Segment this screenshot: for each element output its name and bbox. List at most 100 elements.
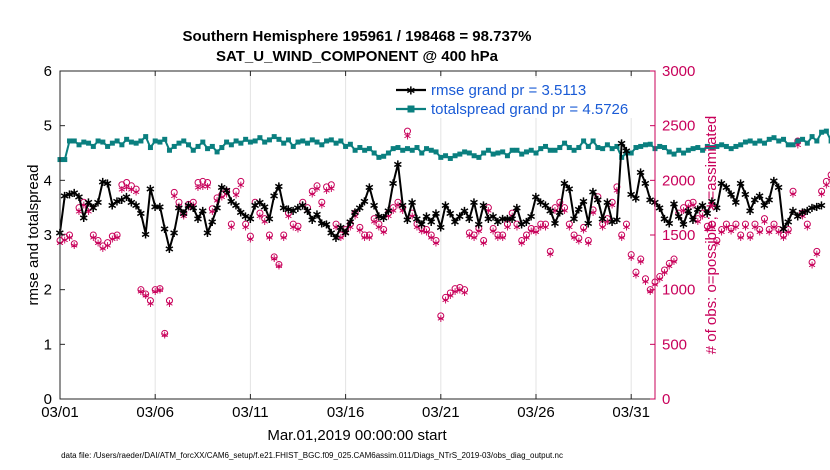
rmse-point: ∗ <box>531 190 542 205</box>
obs-possible-point <box>208 205 216 213</box>
rmse-point: ∗ <box>388 177 399 192</box>
obs-assimilated-point: ∗ <box>327 182 336 195</box>
totalspread-point <box>562 140 568 146</box>
obs-possible-point <box>270 253 278 261</box>
obs-possible-point <box>765 226 773 234</box>
totalspread-point <box>723 143 729 149</box>
obs-assimilated-point: ∗ <box>393 198 402 211</box>
obs-assimilated-point: ∗ <box>631 268 640 281</box>
rmse-point: ∗ <box>183 198 194 213</box>
obs-assimilated-point: ∗ <box>289 220 298 233</box>
totalspread-point <box>695 145 701 151</box>
totalspread-point <box>276 136 282 142</box>
rmse-point: ∗ <box>554 206 565 221</box>
rmse-point: ∗ <box>740 188 751 203</box>
rmse-point: ∗ <box>759 198 770 213</box>
rmse-point: ∗ <box>569 212 580 227</box>
totalspread-point <box>205 146 211 152</box>
rmse-point: ∗ <box>783 215 794 230</box>
obs-possible-point <box>104 239 112 247</box>
obs-assimilated-point: ∗ <box>417 225 426 238</box>
obs-assimilated-point: ∗ <box>336 231 345 244</box>
y-right-tick-label: 2500 <box>662 118 695 135</box>
totalspread-point <box>552 147 558 153</box>
obs-assimilated-point: ∗ <box>360 231 369 244</box>
totalspread-point <box>419 150 425 156</box>
totalspread-point <box>424 146 430 152</box>
chart-title-line1: Southern Hemisphere 195961 / 198468 = 98… <box>183 28 532 45</box>
rmse-point: ∗ <box>540 198 551 213</box>
rmse-point: ∗ <box>378 211 389 226</box>
rmse-point: ∗ <box>107 198 118 213</box>
rmse-point: ∗ <box>288 204 299 219</box>
rmse-point: ∗ <box>459 204 470 219</box>
obs-assimilated-point: ∗ <box>788 187 797 200</box>
totalspread-point <box>790 142 796 148</box>
y-right-tick-label: 1500 <box>662 227 695 244</box>
rmse-point: ∗ <box>797 206 808 221</box>
totalspread-point <box>428 147 434 153</box>
obs-assimilated-point: ∗ <box>351 209 360 222</box>
totalspread-point <box>352 147 358 153</box>
rmse-point: ∗ <box>240 209 251 224</box>
obs-assimilated-point: ∗ <box>103 239 112 252</box>
rmse-point: ∗ <box>307 213 318 228</box>
obs-assimilated-point: ∗ <box>241 220 250 233</box>
rmse-point: ∗ <box>354 201 365 216</box>
rmse-point: ∗ <box>93 196 104 211</box>
rmse-point: ∗ <box>393 157 404 172</box>
rmse-point: ∗ <box>416 218 427 233</box>
obs-possible-point <box>356 223 364 231</box>
totalspread-point <box>95 138 101 144</box>
totalspread-point <box>333 140 339 146</box>
obs-assimilated-point: ∗ <box>717 226 726 239</box>
totalspread-point <box>166 147 172 153</box>
totalspread-point <box>362 147 368 153</box>
legend-spread-label: totalspread grand pr = 4.5726 <box>431 101 628 118</box>
obs-assimilated-point: ∗ <box>122 181 131 194</box>
obs-assimilated-point: ∗ <box>436 312 445 325</box>
obs-possible-point <box>280 231 288 239</box>
obs-assimilated-point: ∗ <box>70 239 79 252</box>
obs-possible-point <box>437 312 445 320</box>
obs-assimilated-point: ∗ <box>227 220 236 233</box>
obs-assimilated-point: ∗ <box>741 220 750 233</box>
obs-possible-point <box>223 187 231 195</box>
rmse-point: ∗ <box>573 202 584 217</box>
obs-assimilated-point: ∗ <box>746 231 755 244</box>
totalspread-point <box>752 140 758 146</box>
x-tick-label: 03/06 <box>136 404 174 421</box>
obs-assimilated-point: ∗ <box>669 255 678 268</box>
rmse-point: ∗ <box>321 218 332 233</box>
obs-assimilated-point: ∗ <box>646 285 655 298</box>
rmse-point: ∗ <box>302 204 313 219</box>
totalspread-point <box>338 138 344 144</box>
rmse-series: ∗∗∗∗∗∗∗∗∗∗∗∗∗∗∗∗∗∗∗∗∗∗∗∗∗∗∗∗∗∗∗∗∗∗∗∗∗∗∗∗… <box>55 137 828 258</box>
rmse-point: ∗ <box>126 196 137 211</box>
obs-possible-point <box>570 231 578 239</box>
y-left-tick-label: 6 <box>44 63 52 80</box>
totalspread-series <box>57 128 830 163</box>
y-left-tick-label: 2 <box>44 282 52 299</box>
totalspread-point <box>771 135 777 141</box>
rmse-point: ∗ <box>807 201 818 216</box>
y-right-tick-label: 1000 <box>662 282 695 299</box>
totalspread-point <box>186 142 192 148</box>
rmse-point: ∗ <box>512 201 523 216</box>
obs-possible-point <box>780 231 788 239</box>
rmse-point: ∗ <box>297 198 308 213</box>
obs-possible-point <box>622 220 630 228</box>
obs-assimilated-point: ∗ <box>265 231 274 244</box>
totalspread-point <box>776 138 782 144</box>
totalspread-point <box>266 137 272 143</box>
obs-possible-point <box>746 231 754 239</box>
obs-possible-point <box>451 285 459 293</box>
totalspread-point <box>162 136 168 142</box>
obs-possible-point <box>175 198 183 206</box>
obs-possible-point <box>427 231 435 239</box>
totalspread-point <box>138 138 144 144</box>
obs-possible-point <box>284 209 292 217</box>
totalspread-point <box>357 145 363 151</box>
totalspread-point <box>657 143 663 149</box>
obs-possible-point <box>180 209 188 217</box>
